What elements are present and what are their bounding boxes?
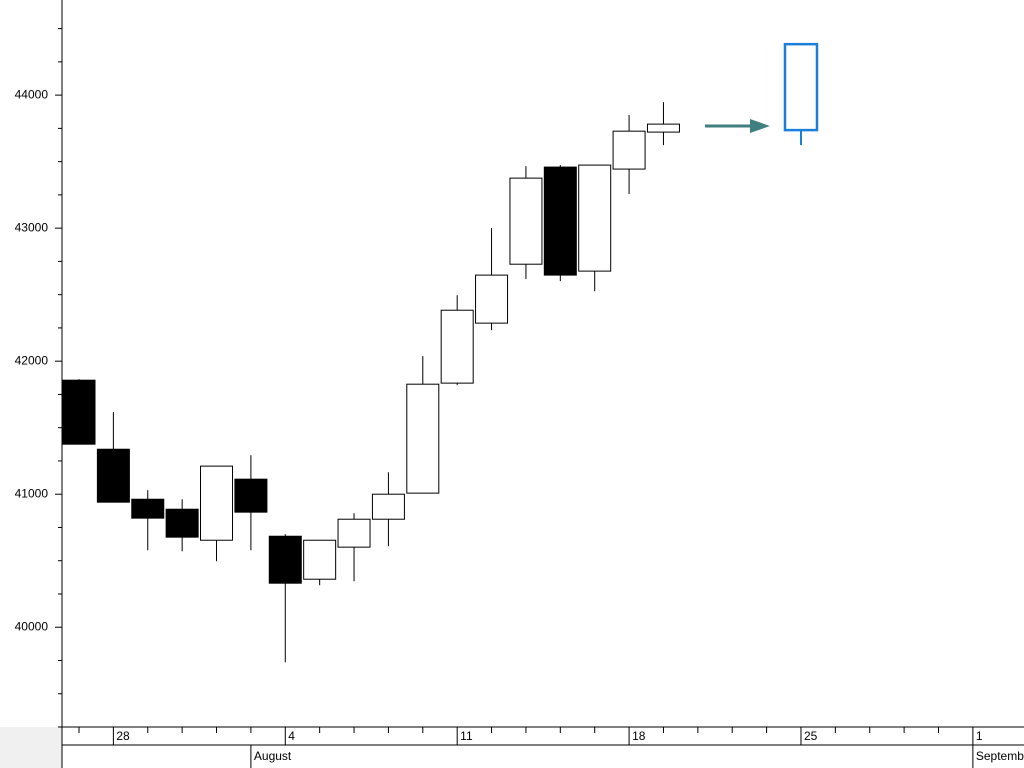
candle-body	[578, 164, 612, 272]
candle-body	[612, 130, 646, 170]
candle-body	[783, 42, 819, 132]
candle-body	[509, 177, 543, 265]
candle-body	[268, 535, 302, 584]
candle-body	[543, 166, 577, 276]
y-tick-label: 42000	[15, 353, 49, 367]
y-tick-label: 41000	[15, 486, 49, 500]
candle-body	[165, 508, 199, 538]
corner	[0, 727, 62, 768]
candle-body	[337, 518, 371, 548]
x-tick-label: 4	[288, 729, 295, 743]
x-tick-label: 11	[460, 729, 473, 743]
x-tick-label: 25	[804, 729, 818, 743]
candle-body	[200, 465, 234, 541]
candle-body	[62, 379, 96, 445]
arrow-head	[750, 119, 770, 133]
candle-body	[303, 539, 337, 580]
x-tick-label: 18	[632, 729, 646, 743]
month-label: August	[254, 749, 292, 763]
x-tick-label: 1	[976, 729, 983, 743]
y-tick-label: 44000	[15, 87, 49, 101]
x-tick-label: 28	[116, 729, 130, 743]
candle-body	[646, 123, 680, 133]
candle-body	[131, 498, 165, 519]
candle-body	[371, 493, 405, 520]
candle-body	[234, 478, 268, 513]
month-label: September	[976, 749, 1024, 763]
candle-body	[475, 274, 509, 324]
candle-body	[440, 309, 474, 384]
y-tick-label: 40000	[15, 619, 49, 633]
candle-body	[406, 383, 440, 494]
candle-body	[96, 448, 130, 503]
y-tick-label: 43000	[15, 220, 49, 234]
